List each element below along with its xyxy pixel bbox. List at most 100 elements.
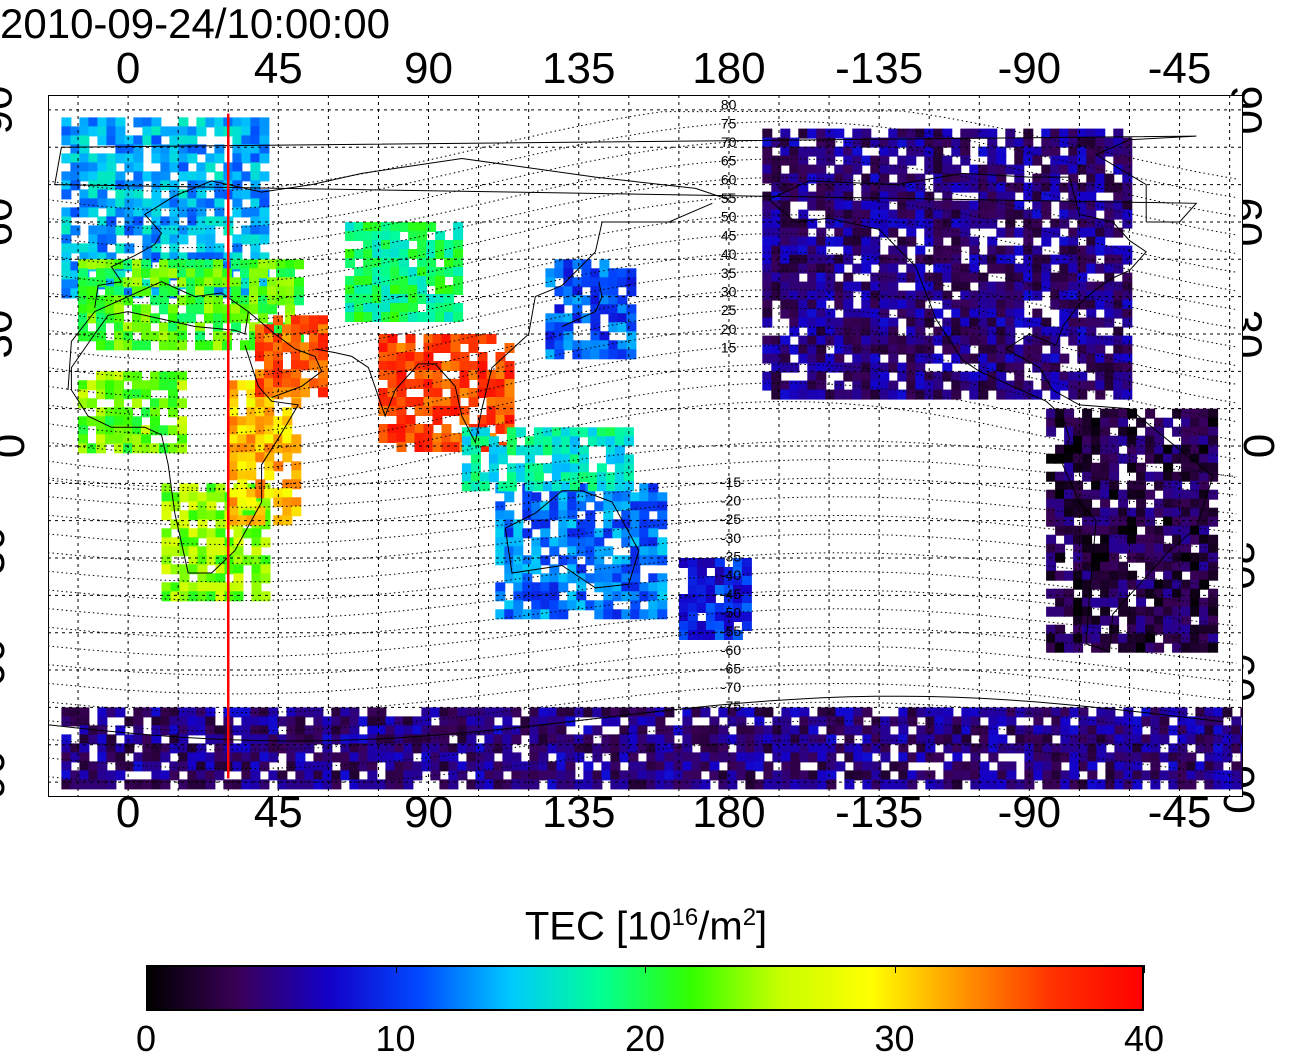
tec-cell xyxy=(1023,281,1034,292)
tec-cell xyxy=(123,443,133,454)
tec-cell xyxy=(1104,137,1115,148)
tec-cell xyxy=(105,340,115,351)
tec-cell xyxy=(816,191,827,202)
tec-cell xyxy=(1064,453,1075,464)
tec-cell xyxy=(1208,534,1219,545)
tec-cell xyxy=(1023,263,1034,274)
tec-cell xyxy=(168,322,178,333)
tec-cell xyxy=(197,564,208,575)
tec-cell xyxy=(168,407,178,418)
tec-cell xyxy=(1100,507,1111,518)
tec-cell xyxy=(260,564,271,575)
tec-cell xyxy=(826,752,837,763)
tec-cell xyxy=(879,227,890,238)
tec-cell xyxy=(1095,317,1106,328)
tec-cell xyxy=(888,245,899,256)
tec-cell xyxy=(1145,507,1156,518)
tec-cell xyxy=(1064,444,1075,455)
tec-cell xyxy=(1172,426,1183,437)
tec-cell xyxy=(177,340,187,351)
tec-cell xyxy=(479,481,490,492)
tec-cell xyxy=(123,331,133,342)
tec-cell xyxy=(696,594,707,604)
tec-cell xyxy=(179,573,190,584)
tec-cell xyxy=(78,259,88,270)
tec-cell xyxy=(1077,335,1088,346)
tec-cell xyxy=(763,743,774,754)
tec-cell xyxy=(251,537,262,548)
tec-cell xyxy=(432,406,443,416)
tec-cell xyxy=(1055,525,1066,536)
tec-cell xyxy=(603,564,614,575)
contour-label: -20 xyxy=(721,493,741,509)
tec-cell xyxy=(915,137,926,148)
tec-cell xyxy=(789,326,800,337)
tec-cell xyxy=(1033,761,1044,772)
tec-cell xyxy=(390,276,401,286)
tec-cell xyxy=(461,463,472,474)
tec-cell xyxy=(1181,579,1192,590)
magnetic-contour xyxy=(48,232,1237,323)
tec-cell xyxy=(1015,707,1026,718)
tec-cell xyxy=(951,227,962,238)
tec-cell xyxy=(996,353,1007,364)
tec-cell xyxy=(576,591,587,602)
tec-cell xyxy=(538,743,549,754)
tec-cell xyxy=(106,734,117,745)
tec-cell xyxy=(486,388,497,398)
tec-cell xyxy=(1118,588,1129,599)
tec-cell xyxy=(177,259,187,270)
tec-cell xyxy=(453,249,464,259)
tec-cell xyxy=(1104,290,1115,301)
tec-cell xyxy=(150,380,160,391)
tec-cell xyxy=(907,752,918,763)
tec-cell xyxy=(250,216,261,227)
tec-cell xyxy=(177,313,187,324)
tec-cell xyxy=(646,779,657,790)
tec-cell xyxy=(79,716,90,727)
tec-cell xyxy=(996,389,1007,400)
tec-cell xyxy=(249,268,259,279)
tec-cell xyxy=(978,209,989,220)
tec-cell xyxy=(529,761,540,772)
tec-cell xyxy=(1118,417,1129,428)
tec-cell xyxy=(897,308,908,319)
tec-cell xyxy=(159,371,169,382)
tec-cell xyxy=(87,304,97,315)
tec-region xyxy=(461,427,634,492)
tec-cell xyxy=(563,313,574,324)
tec-cell xyxy=(291,351,301,362)
tec-cell xyxy=(807,128,818,139)
tec-cell xyxy=(1005,209,1016,220)
tec-cell xyxy=(705,576,716,586)
tec-cell xyxy=(1073,489,1084,500)
tec-cell xyxy=(232,117,243,128)
tec-cell xyxy=(142,135,153,146)
tec-cell xyxy=(1172,507,1183,518)
tec-cell xyxy=(1014,155,1025,166)
tec-cell xyxy=(259,117,270,128)
tec-cell xyxy=(531,546,542,557)
tec-cell xyxy=(524,472,535,483)
tec-cell xyxy=(678,621,689,631)
tec-cell xyxy=(273,387,283,398)
tec-cell xyxy=(282,434,293,445)
tec-cell xyxy=(1077,254,1088,265)
tec-cell xyxy=(1154,597,1165,608)
tec-cell xyxy=(1132,752,1143,763)
tec-cell xyxy=(349,743,360,754)
tec-cell xyxy=(1208,408,1219,419)
tec-cell xyxy=(206,537,217,548)
tec-cell xyxy=(1095,146,1106,157)
tec-cell xyxy=(834,353,845,364)
tec-cell xyxy=(453,222,464,232)
tec-cell xyxy=(574,743,585,754)
tec-cell xyxy=(816,182,827,193)
tec-cell xyxy=(1154,426,1165,437)
tec-cell xyxy=(215,591,226,602)
tec-cell xyxy=(1113,137,1124,148)
tec-cell xyxy=(495,361,506,371)
tec-cell xyxy=(603,600,614,611)
tec-cell xyxy=(408,285,419,295)
tec-cell xyxy=(151,779,162,790)
